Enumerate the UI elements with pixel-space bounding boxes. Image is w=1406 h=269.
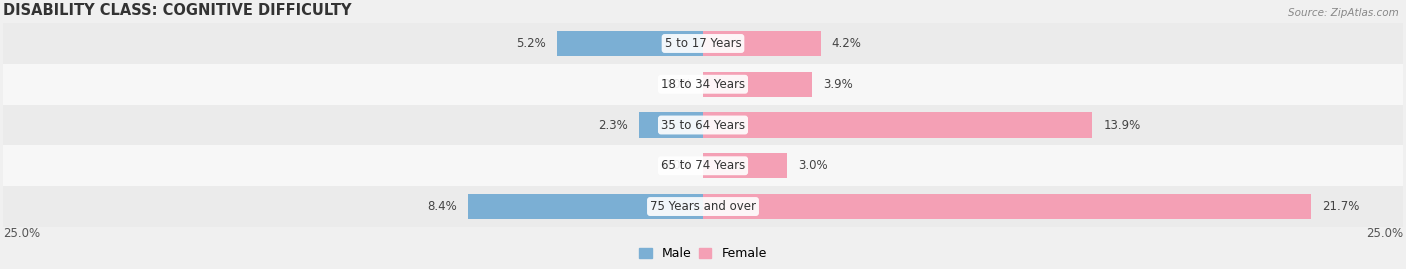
Text: 4.2%: 4.2% (832, 37, 862, 50)
Bar (3, 64, 1403, 105)
Bar (3, 105, 1403, 145)
Text: 65 to 74 Years: 65 to 74 Years (661, 159, 745, 172)
Text: 5.2%: 5.2% (516, 37, 546, 50)
Text: 5 to 17 Years: 5 to 17 Years (665, 37, 741, 50)
Text: 25.0%: 25.0% (3, 227, 39, 240)
Bar (703, 72, 813, 97)
Text: 0.0%: 0.0% (662, 159, 692, 172)
Bar (638, 112, 703, 138)
Bar (3, 145, 1403, 186)
Text: 0.0%: 0.0% (662, 78, 692, 91)
Bar (703, 112, 1092, 138)
Text: 3.9%: 3.9% (824, 78, 853, 91)
Bar (703, 31, 821, 56)
Bar (703, 153, 787, 178)
Text: 3.0%: 3.0% (799, 159, 828, 172)
Bar (3, 23, 1403, 64)
Text: 2.3%: 2.3% (598, 119, 627, 132)
Bar (3, 186, 1403, 227)
Bar (468, 194, 703, 219)
Text: 35 to 64 Years: 35 to 64 Years (661, 119, 745, 132)
Text: Source: ZipAtlas.com: Source: ZipAtlas.com (1288, 8, 1399, 18)
Text: DISABILITY CLASS: COGNITIVE DIFFICULTY: DISABILITY CLASS: COGNITIVE DIFFICULTY (3, 3, 352, 18)
Text: 25.0%: 25.0% (1367, 227, 1403, 240)
Text: 13.9%: 13.9% (1104, 119, 1140, 132)
Text: 21.7%: 21.7% (1322, 200, 1360, 213)
Text: 18 to 34 Years: 18 to 34 Years (661, 78, 745, 91)
Text: 8.4%: 8.4% (427, 200, 457, 213)
Text: 75 Years and over: 75 Years and over (650, 200, 756, 213)
Bar (557, 31, 703, 56)
Legend: Male, Female: Male, Female (634, 242, 772, 266)
Bar (703, 194, 1310, 219)
